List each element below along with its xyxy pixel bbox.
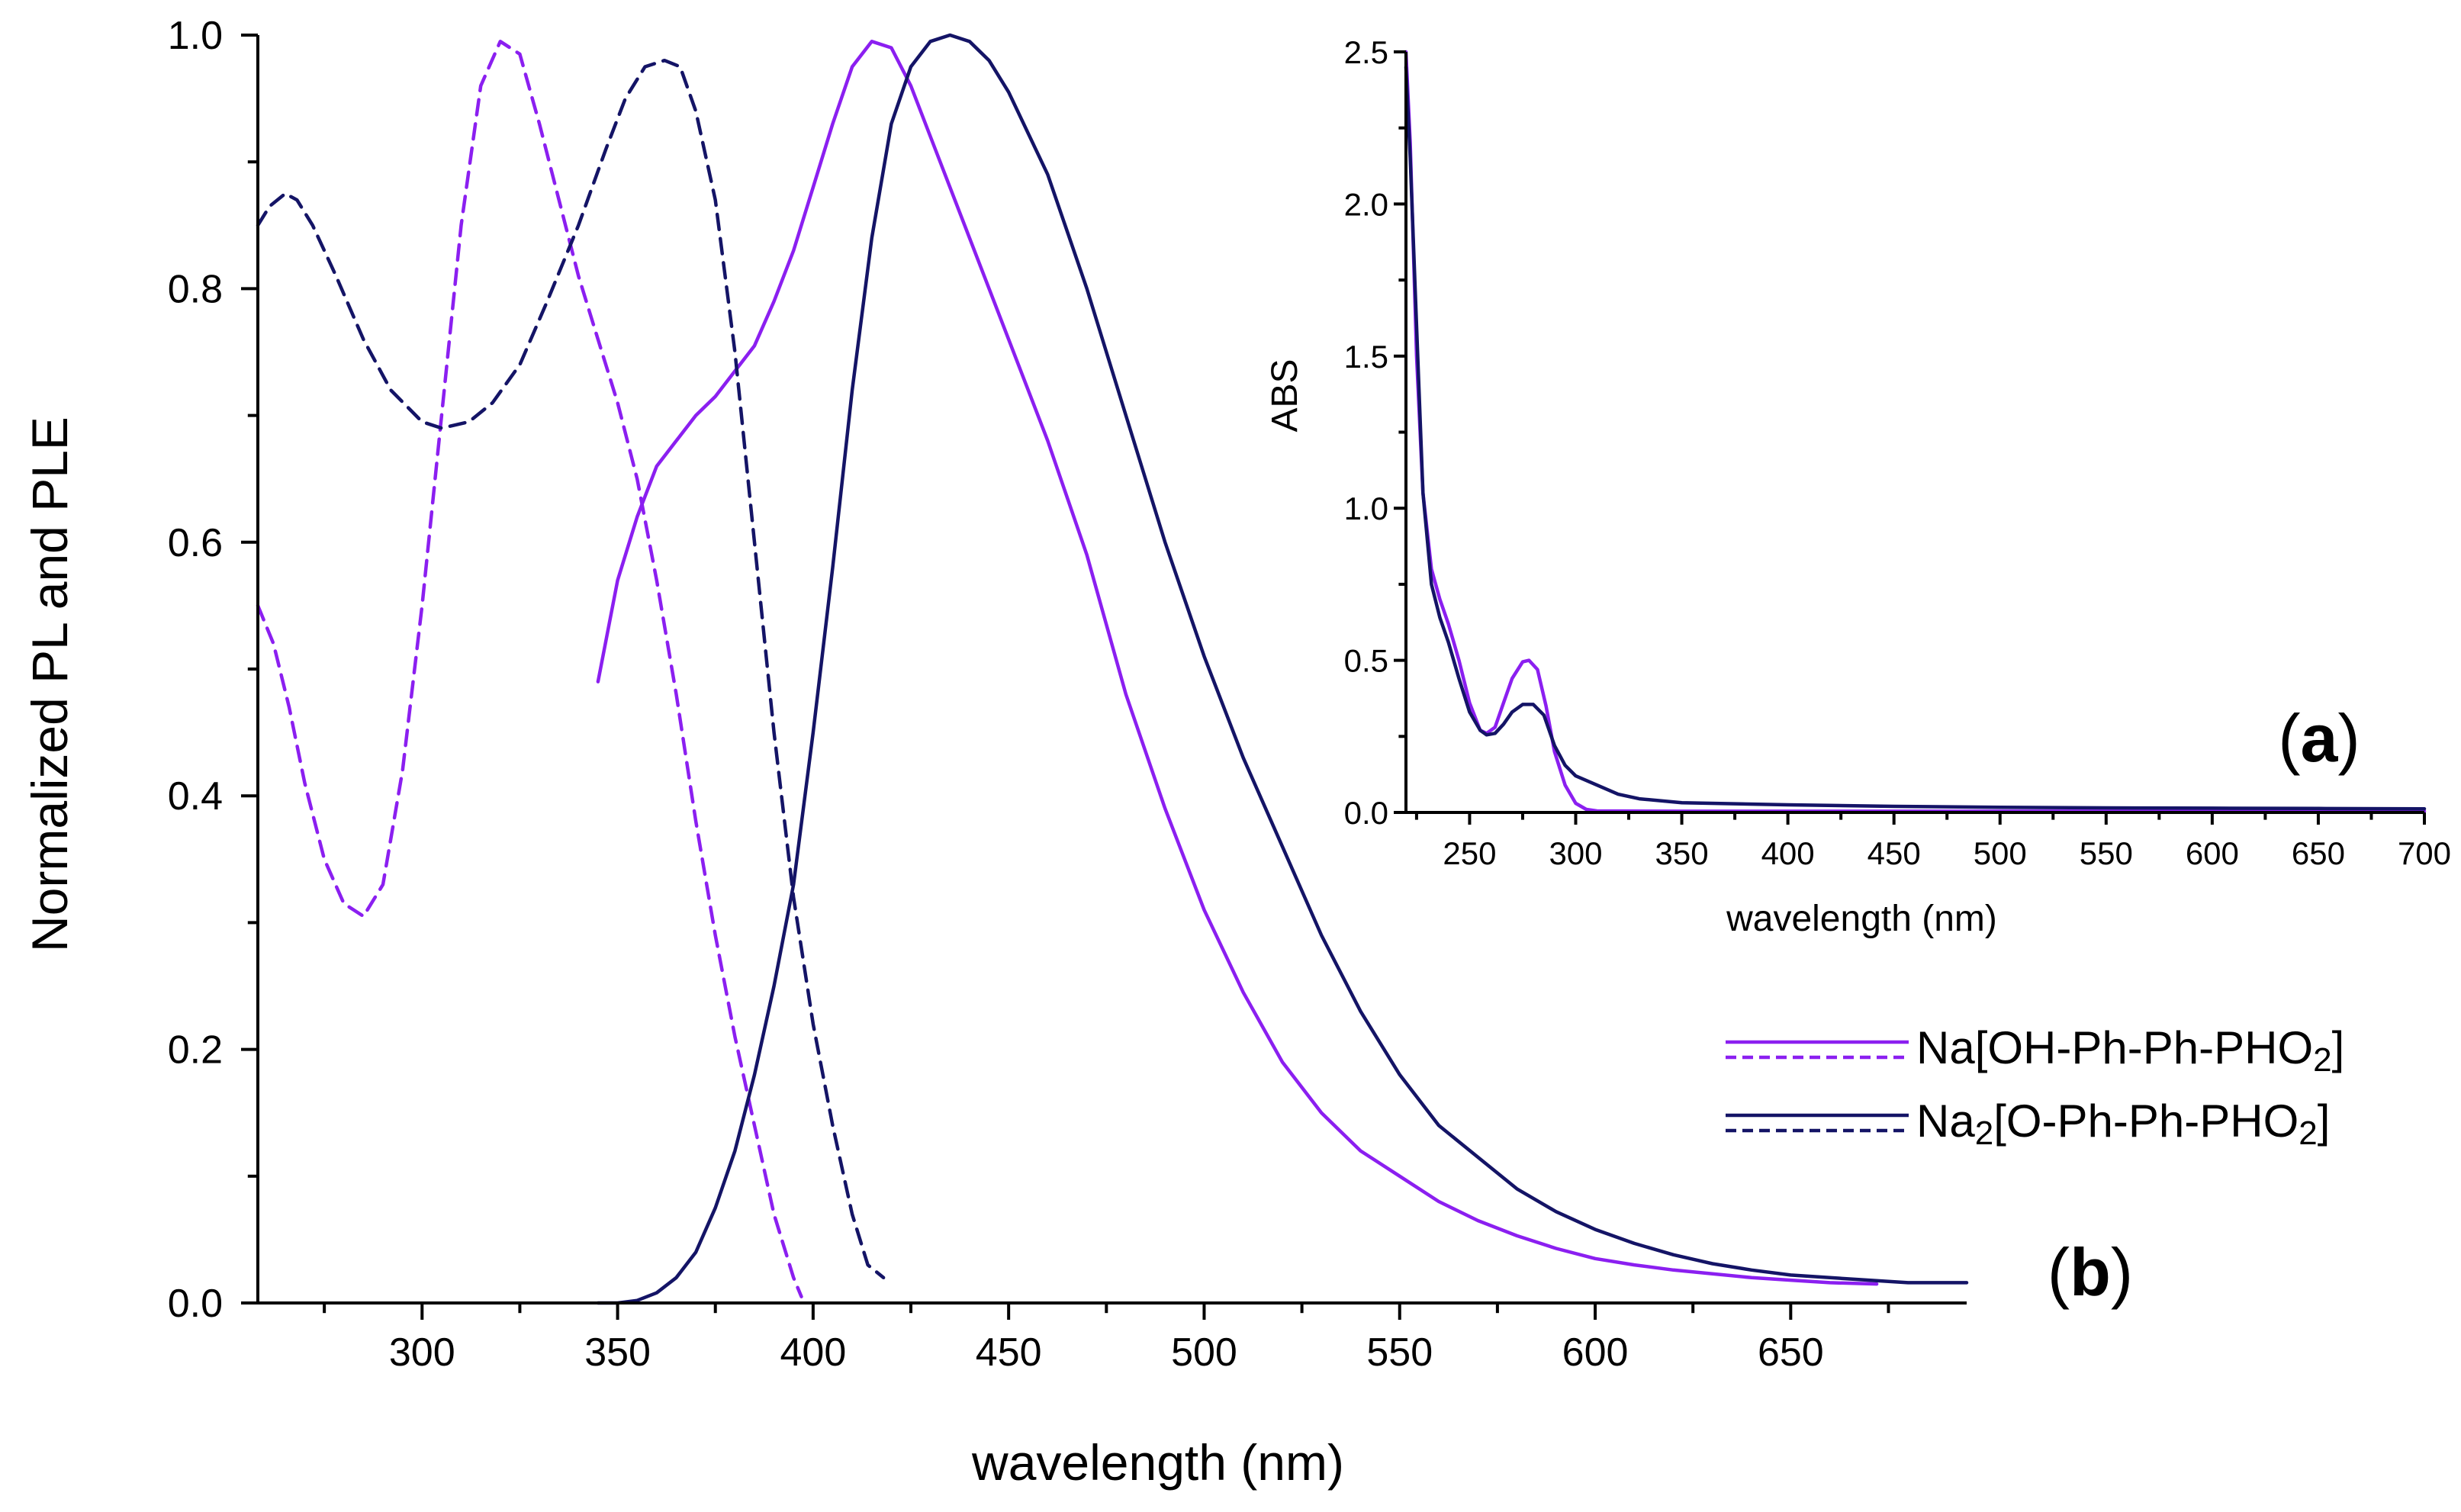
inset-x-tick-label: 600 xyxy=(2186,835,2239,871)
main-y-tick-label: 0.0 xyxy=(168,1282,223,1326)
inset-x-tick-label: 350 xyxy=(1655,835,1709,871)
inset-x-axis-title: wavelength (nm) xyxy=(1726,899,1997,939)
inset-y-tick-label: 0.0 xyxy=(1344,795,1388,831)
legend-label-text: [O-Ph-Ph-PHO xyxy=(1993,1095,2299,1147)
main-panel-label-open-paren: ( xyxy=(2048,1234,2070,1310)
legend-label-text: ] xyxy=(2332,1022,2345,1073)
main-x-tick-label: 550 xyxy=(1366,1330,1433,1375)
legend-label: Na[OH-Ph-Ph-PHO2] xyxy=(1916,1022,2344,1079)
inset-x-tick-label: 450 xyxy=(1867,835,1921,871)
main-series-2-line xyxy=(256,40,803,1298)
main-x-tick-label: 450 xyxy=(976,1330,1042,1375)
main-panel-letter: b xyxy=(2070,1234,2111,1310)
inset-series-1-line xyxy=(1404,50,2427,813)
legend-label-subscript: 2 xyxy=(2299,1115,2317,1152)
main-x-axis-title: wavelength (nm) xyxy=(971,1434,1344,1491)
main-plot-area: 300 350 400 450 500 550 600 650 0.0 0.2 0.4 0.6 0.8 1… xyxy=(21,14,2133,1491)
inset-panel-letter: a xyxy=(2301,700,2339,776)
inset-x-tick-label: 500 xyxy=(1974,835,2027,871)
main-x-tick-label: 500 xyxy=(1171,1330,1237,1375)
main-y-tick-label: 0.8 xyxy=(168,267,223,311)
legend-label-text: Na xyxy=(1916,1095,1975,1147)
legend-label-text: ] xyxy=(2318,1095,2331,1147)
main-panel-label-close-paren: ) xyxy=(2111,1234,2133,1310)
inset-y-tick-label: 1.0 xyxy=(1344,491,1388,526)
inset-x-tick-label: 400 xyxy=(1761,835,1815,871)
inset-y-tick-label: 2.5 xyxy=(1344,34,1388,70)
legend-label: Na2[O-Ph-Ph-PHO2] xyxy=(1916,1095,2330,1152)
main-y-tick-label: 0.2 xyxy=(168,1028,223,1073)
main-y-tick-label: 1.0 xyxy=(168,14,223,58)
main-x-tick-label: 300 xyxy=(389,1330,455,1375)
main-y-tick-label: 0.4 xyxy=(168,774,223,819)
inset-y-tick-label: 2.0 xyxy=(1344,186,1388,222)
legend: Na[OH-Ph-Ph-PHO2]Na2[O-Ph-Ph-PHO2] xyxy=(1726,1022,2344,1152)
legend-label-text: [OH-Ph-Ph-PHO xyxy=(1975,1022,2313,1073)
inset-x-tick-label: 250 xyxy=(1443,835,1496,871)
inset-plot-area: 250 300 350 400 450 500 550 600 650 700 0.0 0.5 1.0 1… xyxy=(1265,34,2451,939)
inset-x-tick-label: 300 xyxy=(1549,835,1602,871)
legend-label-subscript: 2 xyxy=(1975,1115,1993,1152)
inset-panel-label-close-paren: ) xyxy=(2337,700,2360,776)
main-x-tick-label: 650 xyxy=(1758,1330,1824,1375)
inset-x-tick-label: 650 xyxy=(2292,835,2345,871)
inset-y-tick-label: 1.5 xyxy=(1344,339,1388,375)
main-series-4-line xyxy=(256,58,886,1280)
main-x-tick-label: 600 xyxy=(1562,1330,1629,1375)
main-y-tick-label: 0.6 xyxy=(168,521,223,565)
inset-x-tick-label: 550 xyxy=(2080,835,2133,871)
inset-y-axis-title: ABS xyxy=(1265,359,1305,432)
inset-panel-label: (a) xyxy=(2278,700,2360,776)
legend-label-text: Na xyxy=(1916,1022,1975,1073)
main-x-tick-label: 400 xyxy=(780,1330,846,1375)
main-series-3-line xyxy=(596,33,1969,1305)
legend-label-subscript: 2 xyxy=(2313,1041,2331,1079)
inset-panel-label-open-paren: ( xyxy=(2278,700,2300,776)
main-y-axis-title: Normalized PL and PLE xyxy=(21,417,78,952)
main-series-1-line xyxy=(596,40,1879,1286)
main-panel-label: (b) xyxy=(2048,1234,2133,1310)
inset-series-2-line xyxy=(1404,65,2427,811)
main-x-tick-label: 350 xyxy=(584,1330,651,1375)
inset-x-tick-label: 700 xyxy=(2398,835,2451,871)
inset-y-tick-label: 0.5 xyxy=(1344,643,1388,679)
